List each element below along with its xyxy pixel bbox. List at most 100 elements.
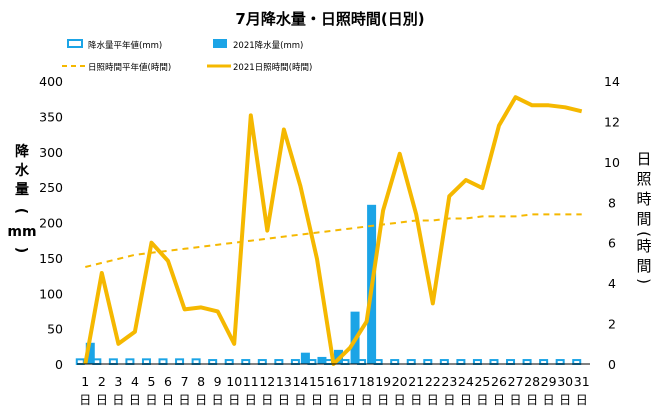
y-left-tick-label: 200: [39, 216, 63, 231]
bar-normal-rain: [555, 359, 565, 365]
x-tick-label: 20: [392, 374, 408, 389]
y-right-label-char: (: [635, 231, 653, 237]
bar-normal-rain: [257, 359, 267, 365]
legend: 降水量平年値(mm) 2021降水量(mm) 日照時間平年値(時間) 2021日照時間…: [62, 39, 312, 73]
y-axis-left-label: 降水量 (mm): [7, 143, 36, 253]
bar-normal-rain: [290, 359, 300, 365]
x-tick-suffix: 日: [576, 393, 588, 407]
legend-label: 2021日照時間(時間): [233, 63, 312, 73]
x-tick-label: 24: [458, 374, 474, 389]
x-tick-label: 3: [114, 374, 122, 389]
bar-normal-rain: [406, 359, 416, 365]
y-right-label-char: 間: [636, 257, 651, 275]
y-right-tick-label: 2: [608, 317, 616, 332]
x-tick-suffix: 日: [212, 393, 224, 407]
bar-normal-rain: [456, 359, 466, 365]
x-tick-suffix: 日: [476, 393, 488, 407]
x-axis-ticks: 1日2日3日4日5日6日7日8日9日10日11日12日13日14日15日16日1…: [79, 374, 589, 407]
x-tick-label: 2: [98, 374, 106, 389]
x-tick-suffix: 日: [493, 393, 505, 407]
y-right-label-char: 時: [636, 190, 651, 208]
x-tick-label: 1: [81, 374, 89, 389]
y-left-tick-label: 100: [39, 286, 63, 301]
bar-normal-rain: [224, 359, 234, 365]
y-right-label-char: 間: [636, 210, 651, 228]
x-tick-label: 10: [226, 374, 242, 389]
x-tick-suffix: 日: [145, 393, 157, 407]
y-right-label-char: 時: [636, 237, 651, 255]
y-left-tick-label: 0: [55, 357, 63, 372]
y-left-tick-label: 400: [39, 74, 63, 89]
y-left-tick-label: 150: [39, 251, 63, 266]
x-tick-suffix: 日: [361, 393, 373, 407]
y-left-label-char: (: [13, 208, 29, 214]
x-tick-suffix: 日: [394, 393, 406, 407]
chart-title: 7月降水量・日照時間(日別): [235, 10, 424, 28]
y-right-tick-label: 0: [608, 357, 616, 372]
bar-normal-rain: [108, 358, 118, 365]
x-tick-label: 28: [524, 374, 540, 389]
bar-2021-rain: [300, 352, 310, 364]
y-left-label-char: ): [13, 247, 29, 253]
bar-normal-rain: [125, 358, 135, 365]
x-tick-label: 26: [491, 374, 507, 389]
bar-normal-rain: [274, 359, 284, 365]
bar-normal-rain: [472, 359, 482, 365]
x-tick-label: 13: [276, 374, 292, 389]
x-tick-suffix: 日: [96, 393, 108, 407]
legend-label: 2021降水量(mm): [233, 40, 303, 51]
x-tick-label: 4: [131, 374, 139, 389]
y-left-tick-label: 300: [39, 145, 63, 160]
line-2021-sunshine: [83, 95, 583, 366]
y-left-label-char: 量: [15, 182, 29, 198]
x-tick-suffix: 日: [427, 393, 439, 407]
x-tick-suffix: 日: [112, 393, 124, 407]
bar-normal-rain: [175, 358, 185, 365]
x-tick-suffix: 日: [245, 393, 257, 407]
x-tick-suffix: 日: [526, 393, 538, 407]
x-tick-suffix: 日: [162, 393, 174, 407]
x-tick-label: 11: [243, 374, 259, 389]
y-right-tick-label: 6: [608, 236, 616, 251]
bar-2021-rain: [317, 356, 327, 364]
bar-normal-rain: [158, 358, 168, 365]
x-tick-label: 25: [474, 374, 490, 389]
y-left-tick-label: 50: [47, 322, 63, 337]
x-tick-label: 21: [408, 374, 424, 389]
x-tick-label: 17: [342, 374, 358, 389]
x-tick-label: 30: [557, 374, 573, 389]
y-axis-right-label: 日照時間(時間): [635, 150, 653, 284]
y-right-tick-label: 14: [604, 74, 620, 89]
legend-swatch-2021-rain: [213, 39, 227, 48]
bar-normal-rain: [539, 359, 549, 365]
bar-normal-rain: [390, 359, 400, 365]
x-tick-label: 6: [164, 374, 172, 389]
y-right-tick-label: 10: [604, 155, 620, 170]
x-tick-suffix: 日: [261, 393, 273, 407]
y-left-tick-label: 250: [39, 180, 63, 195]
y-right-label-char: ): [635, 278, 653, 284]
y-left-label-char: 降: [15, 143, 30, 160]
y-left-label-char: mm: [7, 224, 36, 240]
x-tick-suffix: 日: [559, 393, 571, 407]
x-tick-label: 7: [181, 374, 189, 389]
x-tick-label: 23: [441, 374, 457, 389]
x-tick-suffix: 日: [195, 393, 207, 407]
x-tick-suffix: 日: [443, 393, 455, 407]
x-tick-label: 31: [574, 374, 590, 389]
x-tick-label: 16: [326, 374, 342, 389]
bar-normal-rain: [241, 359, 251, 365]
y-right-tick-label: 4: [608, 276, 616, 291]
legend-label: 降水量平年値(mm): [88, 40, 162, 51]
lines: [83, 95, 583, 366]
bar-normal-rain: [489, 359, 499, 365]
x-tick-suffix: 日: [344, 393, 356, 407]
y-right-tick-label: 12: [604, 114, 620, 129]
x-tick-suffix: 日: [228, 393, 240, 407]
y-right-tick-label: 8: [608, 195, 616, 210]
x-tick-suffix: 日: [410, 393, 422, 407]
x-tick-suffix: 日: [327, 393, 339, 407]
x-tick-suffix: 日: [311, 393, 323, 407]
y-right-label-char: 照: [636, 170, 651, 188]
